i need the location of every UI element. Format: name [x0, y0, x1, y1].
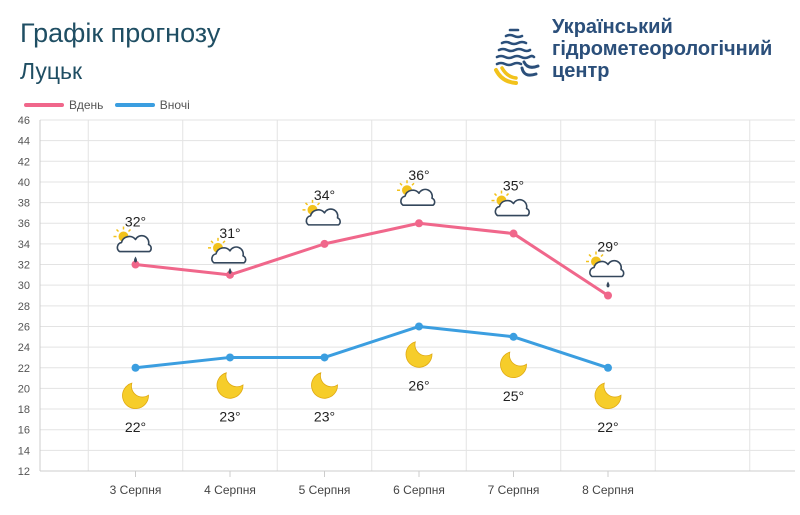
x-tick-label: 4 Серпня — [204, 483, 256, 497]
moon-icon — [122, 382, 149, 409]
night-temp-label: 22° — [597, 419, 618, 435]
y-tick-label: 34 — [18, 239, 30, 251]
day-point — [320, 239, 329, 248]
day-point — [415, 219, 423, 228]
night-point — [604, 363, 612, 372]
x-tick-label: 6 Серпня — [393, 483, 445, 497]
sun-cloud-rain-icon — [586, 251, 625, 288]
y-tick-label: 40 — [18, 177, 30, 189]
y-tick-label: 38 — [18, 198, 30, 210]
day-temp-label: 32° — [125, 214, 146, 230]
night-temp-label: 26° — [408, 377, 429, 393]
y-tick-label: 16 — [18, 425, 30, 437]
ugc-logo-icon — [494, 28, 540, 85]
day-temp-label: 31° — [219, 225, 240, 241]
y-tick-label: 24 — [18, 342, 30, 354]
y-tick-label: 28 — [18, 301, 30, 313]
night-temp-label: 23° — [314, 408, 335, 424]
night-temp-label: 25° — [503, 388, 524, 404]
city-name: Луцьк — [20, 58, 83, 84]
day-series-line — [135, 221, 609, 297]
moon-icon — [500, 351, 527, 379]
day-point — [604, 291, 612, 300]
sun-cloud-rain-icon — [113, 226, 152, 263]
night-point — [226, 353, 234, 362]
night-point — [509, 332, 518, 341]
day-point — [509, 229, 518, 238]
night-point — [415, 322, 423, 331]
day-point — [226, 270, 234, 279]
y-tick-label: 18 — [18, 404, 30, 416]
y-tick-label: 22 — [18, 363, 30, 375]
sun-cloud-rain-icon — [208, 237, 247, 274]
night-point — [131, 363, 140, 372]
y-tick-label: 44 — [18, 136, 30, 148]
sun-cloud-icon — [302, 199, 341, 226]
y-tick-label: 20 — [18, 383, 30, 395]
night-series-line — [135, 324, 609, 370]
moon-icon — [594, 382, 622, 409]
day-point — [131, 260, 140, 269]
night-point — [320, 353, 329, 362]
day-temp-label: 29° — [597, 239, 618, 255]
moon-icon — [311, 372, 338, 399]
sun-cloud-icon — [397, 180, 436, 207]
org-name: Український гідрометеорологічний центр — [552, 16, 772, 82]
x-tick-label: 5 Серпня — [299, 483, 351, 497]
legend-label-night: Вночі — [159, 98, 190, 112]
org-name-line2: гідрометеорологічний — [552, 38, 773, 60]
page-title: Графік прогнозу — [20, 18, 221, 48]
y-tick-label: 42 — [18, 156, 30, 168]
legend-item-night[interactable]: Вночі — [114, 98, 190, 112]
legend-label-day: Вдень — [69, 98, 104, 112]
y-tick-label: 32 — [18, 260, 30, 272]
x-tick-label: 7 Серпня — [488, 483, 540, 497]
legend-item-day[interactable]: Вдень — [24, 98, 103, 112]
legend-swatch-day — [24, 103, 64, 107]
y-tick-label: 14 — [18, 445, 30, 457]
x-tick-label: 8 Серпня — [582, 483, 634, 497]
legend-swatch-night — [114, 103, 155, 107]
day-temp-label: 34° — [314, 187, 335, 203]
moon-icon — [405, 341, 433, 368]
org-name-line1: Український — [552, 16, 673, 38]
y-tick-label: 36 — [18, 218, 30, 230]
night-temp-label: 22° — [125, 419, 146, 435]
day-temp-label: 35° — [503, 178, 524, 194]
org-name-line3: центр — [552, 60, 610, 82]
x-tick-label: 3 Серпня — [110, 483, 162, 497]
y-tick-label: 30 — [18, 280, 30, 292]
y-tick-label: 12 — [18, 466, 30, 478]
y-tick-label: 26 — [18, 321, 30, 333]
y-tick-label: 46 — [18, 115, 30, 127]
chart-legend: Вдень Вночі — [24, 96, 198, 112]
night-temp-label: 23° — [219, 408, 240, 424]
day-temp-label: 36° — [408, 167, 429, 183]
moon-icon — [216, 372, 244, 399]
sun-cloud-icon — [491, 190, 530, 217]
